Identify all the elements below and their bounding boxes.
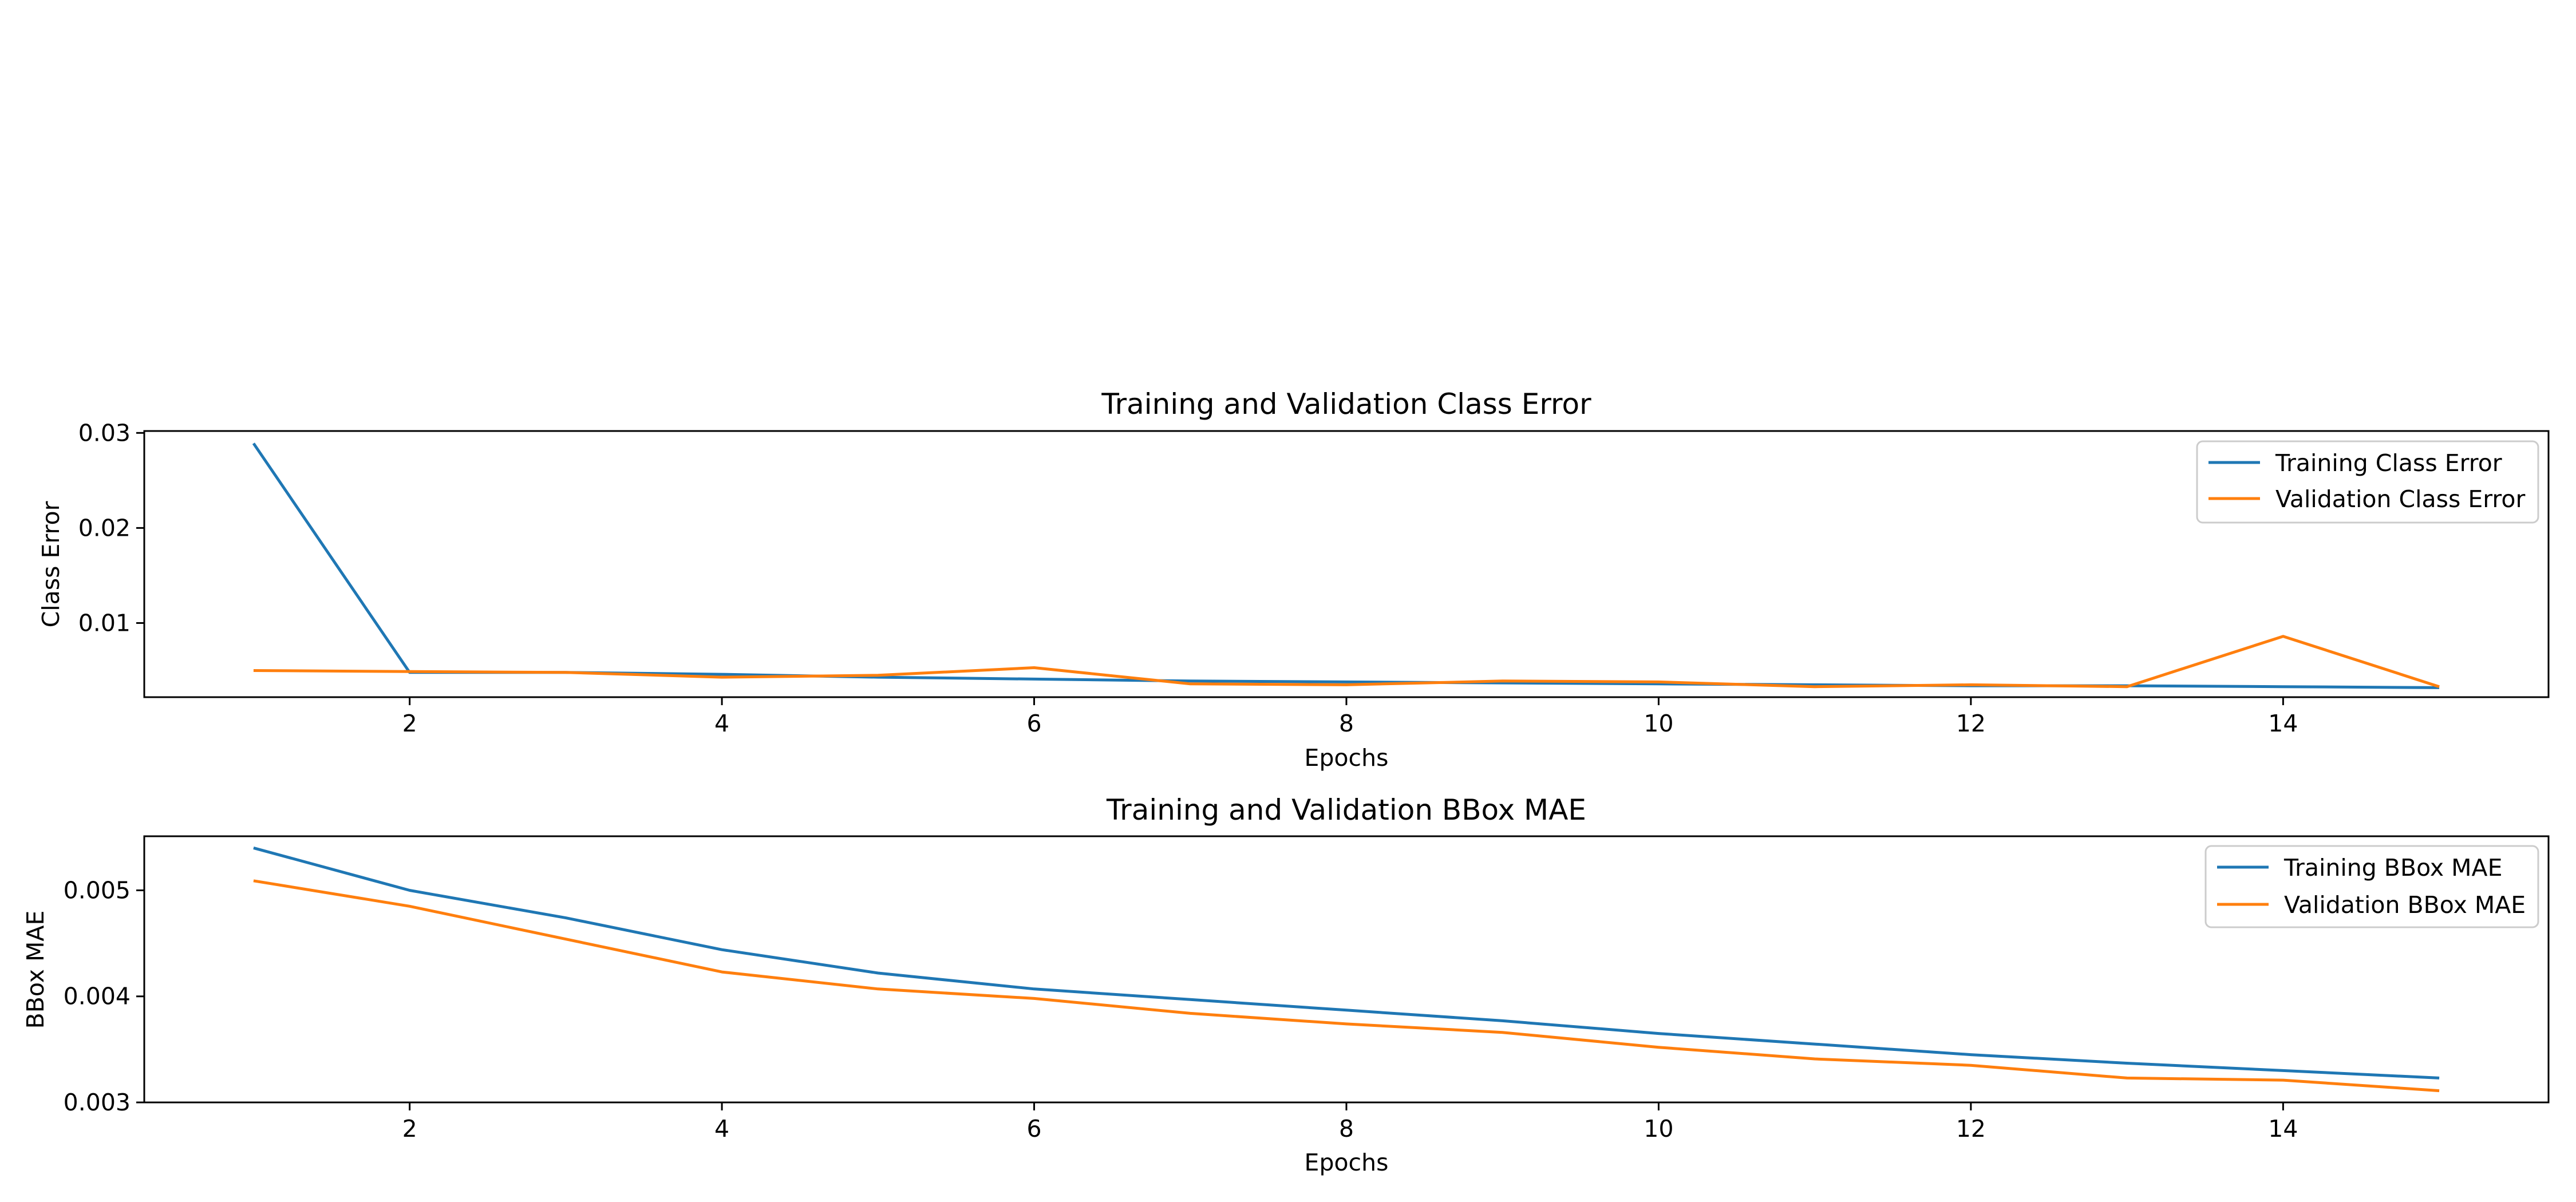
legend-label-training-class-error: Training Class Error bbox=[2275, 449, 2502, 477]
bbox-mae-chart: Training and Validation BBox MAE BBox MA… bbox=[22, 793, 2550, 1176]
class-error-x-ticks: 2 4 6 8 10 12 14 bbox=[402, 697, 2298, 737]
class-error-series-line-validation bbox=[253, 635, 2440, 689]
class-error-title: Training and Validation Class Error bbox=[1101, 388, 1591, 421]
bbox-mae-series bbox=[253, 846, 2440, 1093]
class-error-legend: Training Class Error Validation Class Er… bbox=[2196, 440, 2539, 524]
bbox-mae-x-ticks: 2 4 6 8 10 12 14 bbox=[402, 1102, 2298, 1142]
bbox-mae-y-tick-label: 0.003 bbox=[64, 1089, 131, 1116]
class-error-x-tick-label: 12 bbox=[1956, 710, 1986, 737]
bbox-mae-plot-frame bbox=[143, 835, 2550, 1104]
class-error-y-tick-label: 0.02 bbox=[78, 514, 131, 541]
bbox-mae-x-tick-label: 4 bbox=[714, 1115, 729, 1142]
bbox-mae-legend-box bbox=[2204, 845, 2539, 928]
legend-label-validation-bbox-mae: Validation BBox MAE bbox=[2284, 891, 2526, 919]
bbox-mae-x-tick-label: 12 bbox=[1956, 1115, 1986, 1142]
class-error-series bbox=[252, 442, 2440, 689]
class-error-chart: Training and Validation Class Error Clas… bbox=[37, 388, 2550, 772]
class-error-y-axis-label: Class Error bbox=[37, 501, 65, 627]
legend-label-training-bbox-mae: Training BBox MAE bbox=[2283, 854, 2503, 881]
bbox-mae-title: Training and Validation BBox MAE bbox=[1106, 793, 1586, 827]
bbox-mae-x-tick-label: 14 bbox=[2268, 1115, 2298, 1142]
bbox-mae-y-tick-label: 0.004 bbox=[64, 983, 131, 1010]
bbox-mae-y-ticks: 0.003 0.004 0.005 bbox=[64, 876, 144, 1116]
bbox-mae-x-tick-label: 8 bbox=[1339, 1115, 1354, 1142]
class-error-y-tick-label: 0.01 bbox=[78, 609, 131, 636]
legend-label-validation-class-error: Validation Class Error bbox=[2275, 485, 2525, 513]
class-error-series-line-training bbox=[252, 442, 2440, 689]
class-error-x-tick-label: 6 bbox=[1026, 710, 1041, 737]
bbox-mae-series-line-training bbox=[253, 846, 2440, 1080]
class-error-y-ticks: 0.01 0.02 0.03 bbox=[78, 419, 144, 636]
class-error-legend-box bbox=[2196, 440, 2539, 524]
class-error-x-tick-label: 2 bbox=[402, 710, 417, 737]
class-error-plot-frame bbox=[143, 430, 2550, 698]
bbox-mae-y-tick-label: 0.005 bbox=[64, 876, 131, 904]
class-error-x-tick-label: 8 bbox=[1339, 710, 1354, 737]
bbox-mae-x-axis-label: Epochs bbox=[1305, 1149, 1389, 1176]
bbox-mae-x-tick-label: 10 bbox=[1643, 1115, 1673, 1142]
bbox-mae-x-tick-label: 6 bbox=[1026, 1115, 1041, 1142]
bbox-mae-legend: Training BBox MAE Validation BBox MAE bbox=[2204, 845, 2539, 928]
class-error-x-axis-label: Epochs bbox=[1305, 744, 1389, 772]
bbox-mae-x-tick-label: 2 bbox=[402, 1115, 417, 1142]
class-error-x-tick-label: 4 bbox=[714, 710, 729, 737]
class-error-y-tick-label: 0.03 bbox=[78, 419, 131, 446]
bbox-mae-y-axis-label: BBox MAE bbox=[22, 911, 49, 1029]
class-error-x-tick-label: 14 bbox=[2268, 710, 2298, 737]
bbox-mae-series-line-validation bbox=[253, 879, 2440, 1093]
class-error-x-tick-label: 10 bbox=[1643, 710, 1673, 737]
